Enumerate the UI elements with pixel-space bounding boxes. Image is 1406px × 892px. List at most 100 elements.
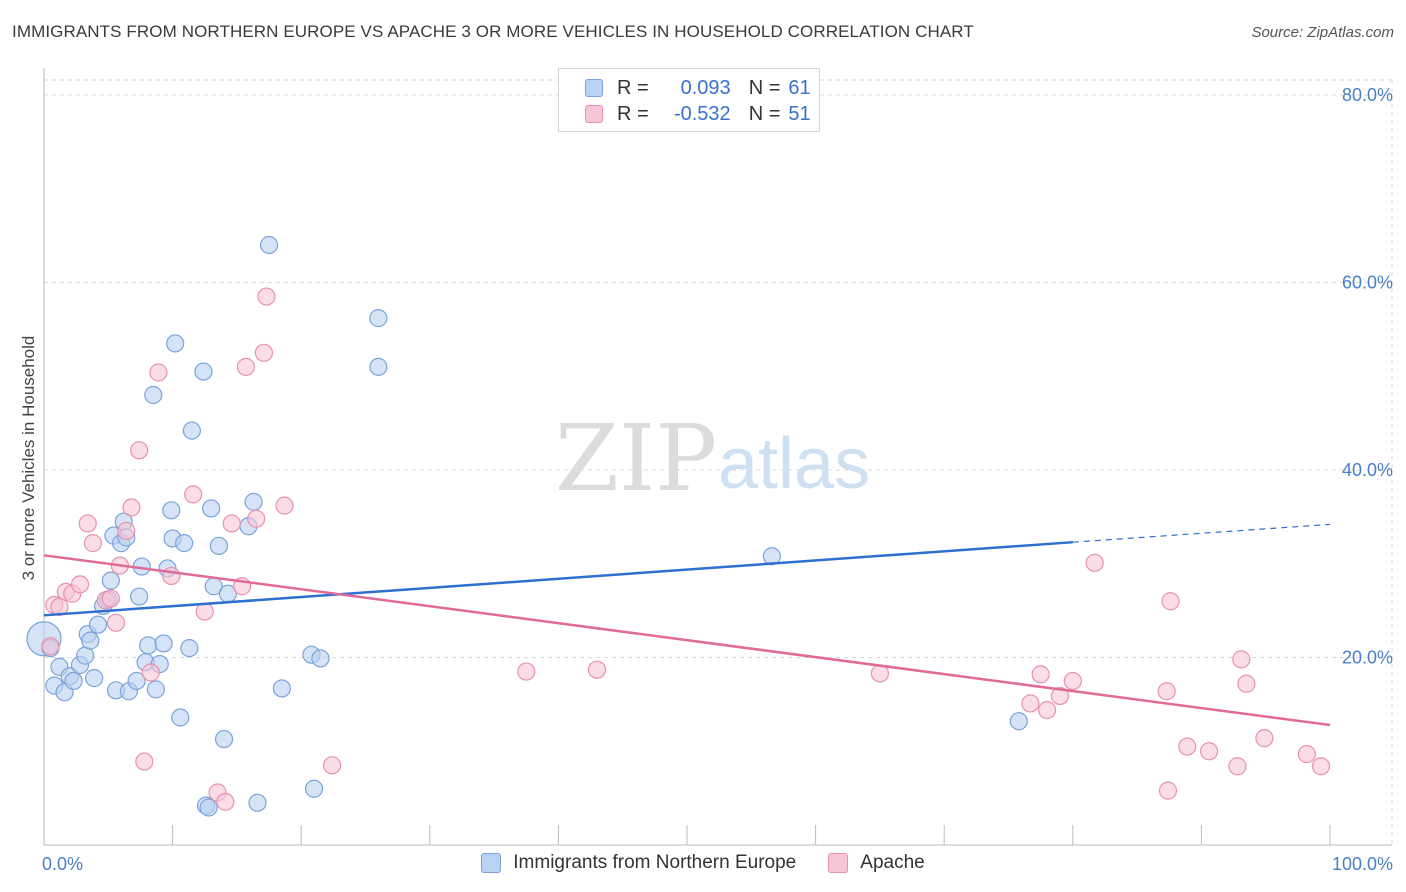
- point-apache: [122, 498, 141, 517]
- point-immigrants: [244, 492, 263, 511]
- point-immigrants: [202, 499, 221, 518]
- point-immigrants: [194, 362, 213, 381]
- point-apache: [1085, 553, 1104, 572]
- point-apache: [41, 637, 60, 656]
- y-tick-label: 80.0%: [1342, 85, 1393, 105]
- y-tick-label: 60.0%: [1342, 273, 1393, 293]
- point-apache: [195, 602, 214, 621]
- point-apache: [184, 485, 203, 504]
- point-apache: [78, 514, 97, 533]
- legend-row-immigrants: R = 0.093 N = 61: [585, 75, 811, 101]
- point-immigrants: [272, 679, 292, 698]
- point-apache: [1178, 737, 1197, 756]
- point-immigrants: [248, 793, 267, 812]
- point-immigrants: [259, 235, 279, 255]
- point-apache: [322, 756, 342, 775]
- legend-n-value: 61: [788, 76, 811, 99]
- legend-swatch-pink: [585, 105, 603, 123]
- legend-n-label: N =: [748, 76, 781, 99]
- point-immigrants: [130, 587, 149, 606]
- point-apache: [222, 514, 241, 533]
- legend-r-label: R =: [617, 102, 649, 125]
- legend-swatch-blue: [481, 853, 502, 873]
- legend-r-value: 0.093: [680, 76, 731, 99]
- point-immigrants: [85, 669, 104, 688]
- point-immigrants: [166, 334, 185, 353]
- point-apache: [1255, 729, 1274, 748]
- point-apache: [117, 521, 136, 541]
- legend-item-apache[interactable]: Apache: [828, 852, 925, 874]
- legend-row-apache: R = -0.532 N = 51: [585, 101, 811, 127]
- legend-n-label: N =: [748, 102, 781, 125]
- legend-label-immigrants: Immigrants from Northern Europe: [513, 852, 797, 873]
- legend-r-label: R =: [617, 76, 649, 99]
- y-tick-label: 20.0%: [1342, 648, 1393, 668]
- series-immigrants-points: [26, 235, 1028, 817]
- point-apache: [1031, 665, 1050, 684]
- point-immigrants: [311, 649, 330, 668]
- series-apache-points: [41, 287, 1331, 811]
- legend-r-value: -0.532: [673, 102, 731, 125]
- point-apache: [1037, 700, 1057, 720]
- source-label: Source: ZipAtlas.com: [1251, 24, 1394, 41]
- point-immigrants: [162, 501, 181, 520]
- point-apache: [141, 663, 160, 682]
- point-apache: [130, 441, 149, 460]
- point-immigrants: [369, 309, 388, 328]
- point-apache: [1021, 694, 1040, 713]
- point-immigrants: [144, 385, 163, 405]
- legend-n-value: 51: [788, 102, 811, 125]
- point-apache: [1161, 592, 1180, 611]
- point-immigrants: [171, 708, 190, 727]
- point-apache: [1232, 650, 1251, 669]
- y-tick-label: 40.0%: [1342, 460, 1393, 480]
- trend-lines: [43, 523, 1331, 727]
- point-immigrants: [182, 421, 201, 440]
- point-immigrants: [209, 536, 228, 556]
- point-apache: [275, 496, 294, 515]
- series-legend: Immigrants from Northern Europe Apache: [0, 852, 1406, 874]
- y-axis-label: 3 or more Vehicles in Household: [19, 336, 38, 581]
- point-apache: [1158, 781, 1178, 800]
- point-immigrants: [180, 639, 199, 658]
- point-apache: [149, 363, 168, 382]
- point-immigrants: [88, 615, 108, 634]
- point-immigrants: [127, 671, 146, 691]
- axes: [43, 68, 1392, 846]
- point-apache: [1200, 742, 1219, 761]
- trend-line-immigrants: [43, 540, 1073, 617]
- point-immigrants: [175, 534, 194, 553]
- point-apache: [236, 357, 256, 376]
- point-immigrants: [304, 779, 324, 798]
- point-apache: [162, 566, 181, 586]
- trend-line-immigrants-extension: [1072, 523, 1331, 543]
- legend-swatch-pink: [828, 853, 849, 873]
- point-apache: [216, 792, 235, 811]
- legend-item-immigrants[interactable]: Immigrants from Northern Europe: [481, 852, 796, 874]
- point-apache: [83, 534, 102, 553]
- x-tick-label: 100.0%: [1332, 854, 1393, 874]
- trend-line-apache: [43, 554, 1331, 727]
- point-apache: [1297, 744, 1316, 764]
- point-apache: [1063, 671, 1082, 691]
- point-apache: [1237, 674, 1256, 693]
- point-apache: [101, 589, 120, 608]
- point-apache: [517, 662, 536, 681]
- point-apache: [70, 575, 90, 594]
- chart-title: IMMIGRANTS FROM NORTHERN EUROPE VS APACH…: [12, 22, 974, 41]
- point-apache: [1311, 757, 1331, 776]
- point-immigrants: [1009, 712, 1028, 731]
- point-immigrants: [369, 357, 388, 376]
- point-apache: [1050, 686, 1070, 706]
- correlation-legend: R = 0.093 N = 61 R = -0.532 N = 51: [558, 68, 820, 132]
- point-immigrants: [214, 729, 234, 749]
- point-immigrants: [146, 680, 165, 699]
- watermark: ZIP atlas: [555, 405, 870, 512]
- point-immigrants: [81, 631, 100, 650]
- point-immigrants: [101, 571, 120, 590]
- point-apache: [1228, 757, 1247, 776]
- x-tick-label: 0.0%: [42, 854, 83, 874]
- point-apache: [1157, 682, 1176, 701]
- point-apache: [254, 343, 274, 362]
